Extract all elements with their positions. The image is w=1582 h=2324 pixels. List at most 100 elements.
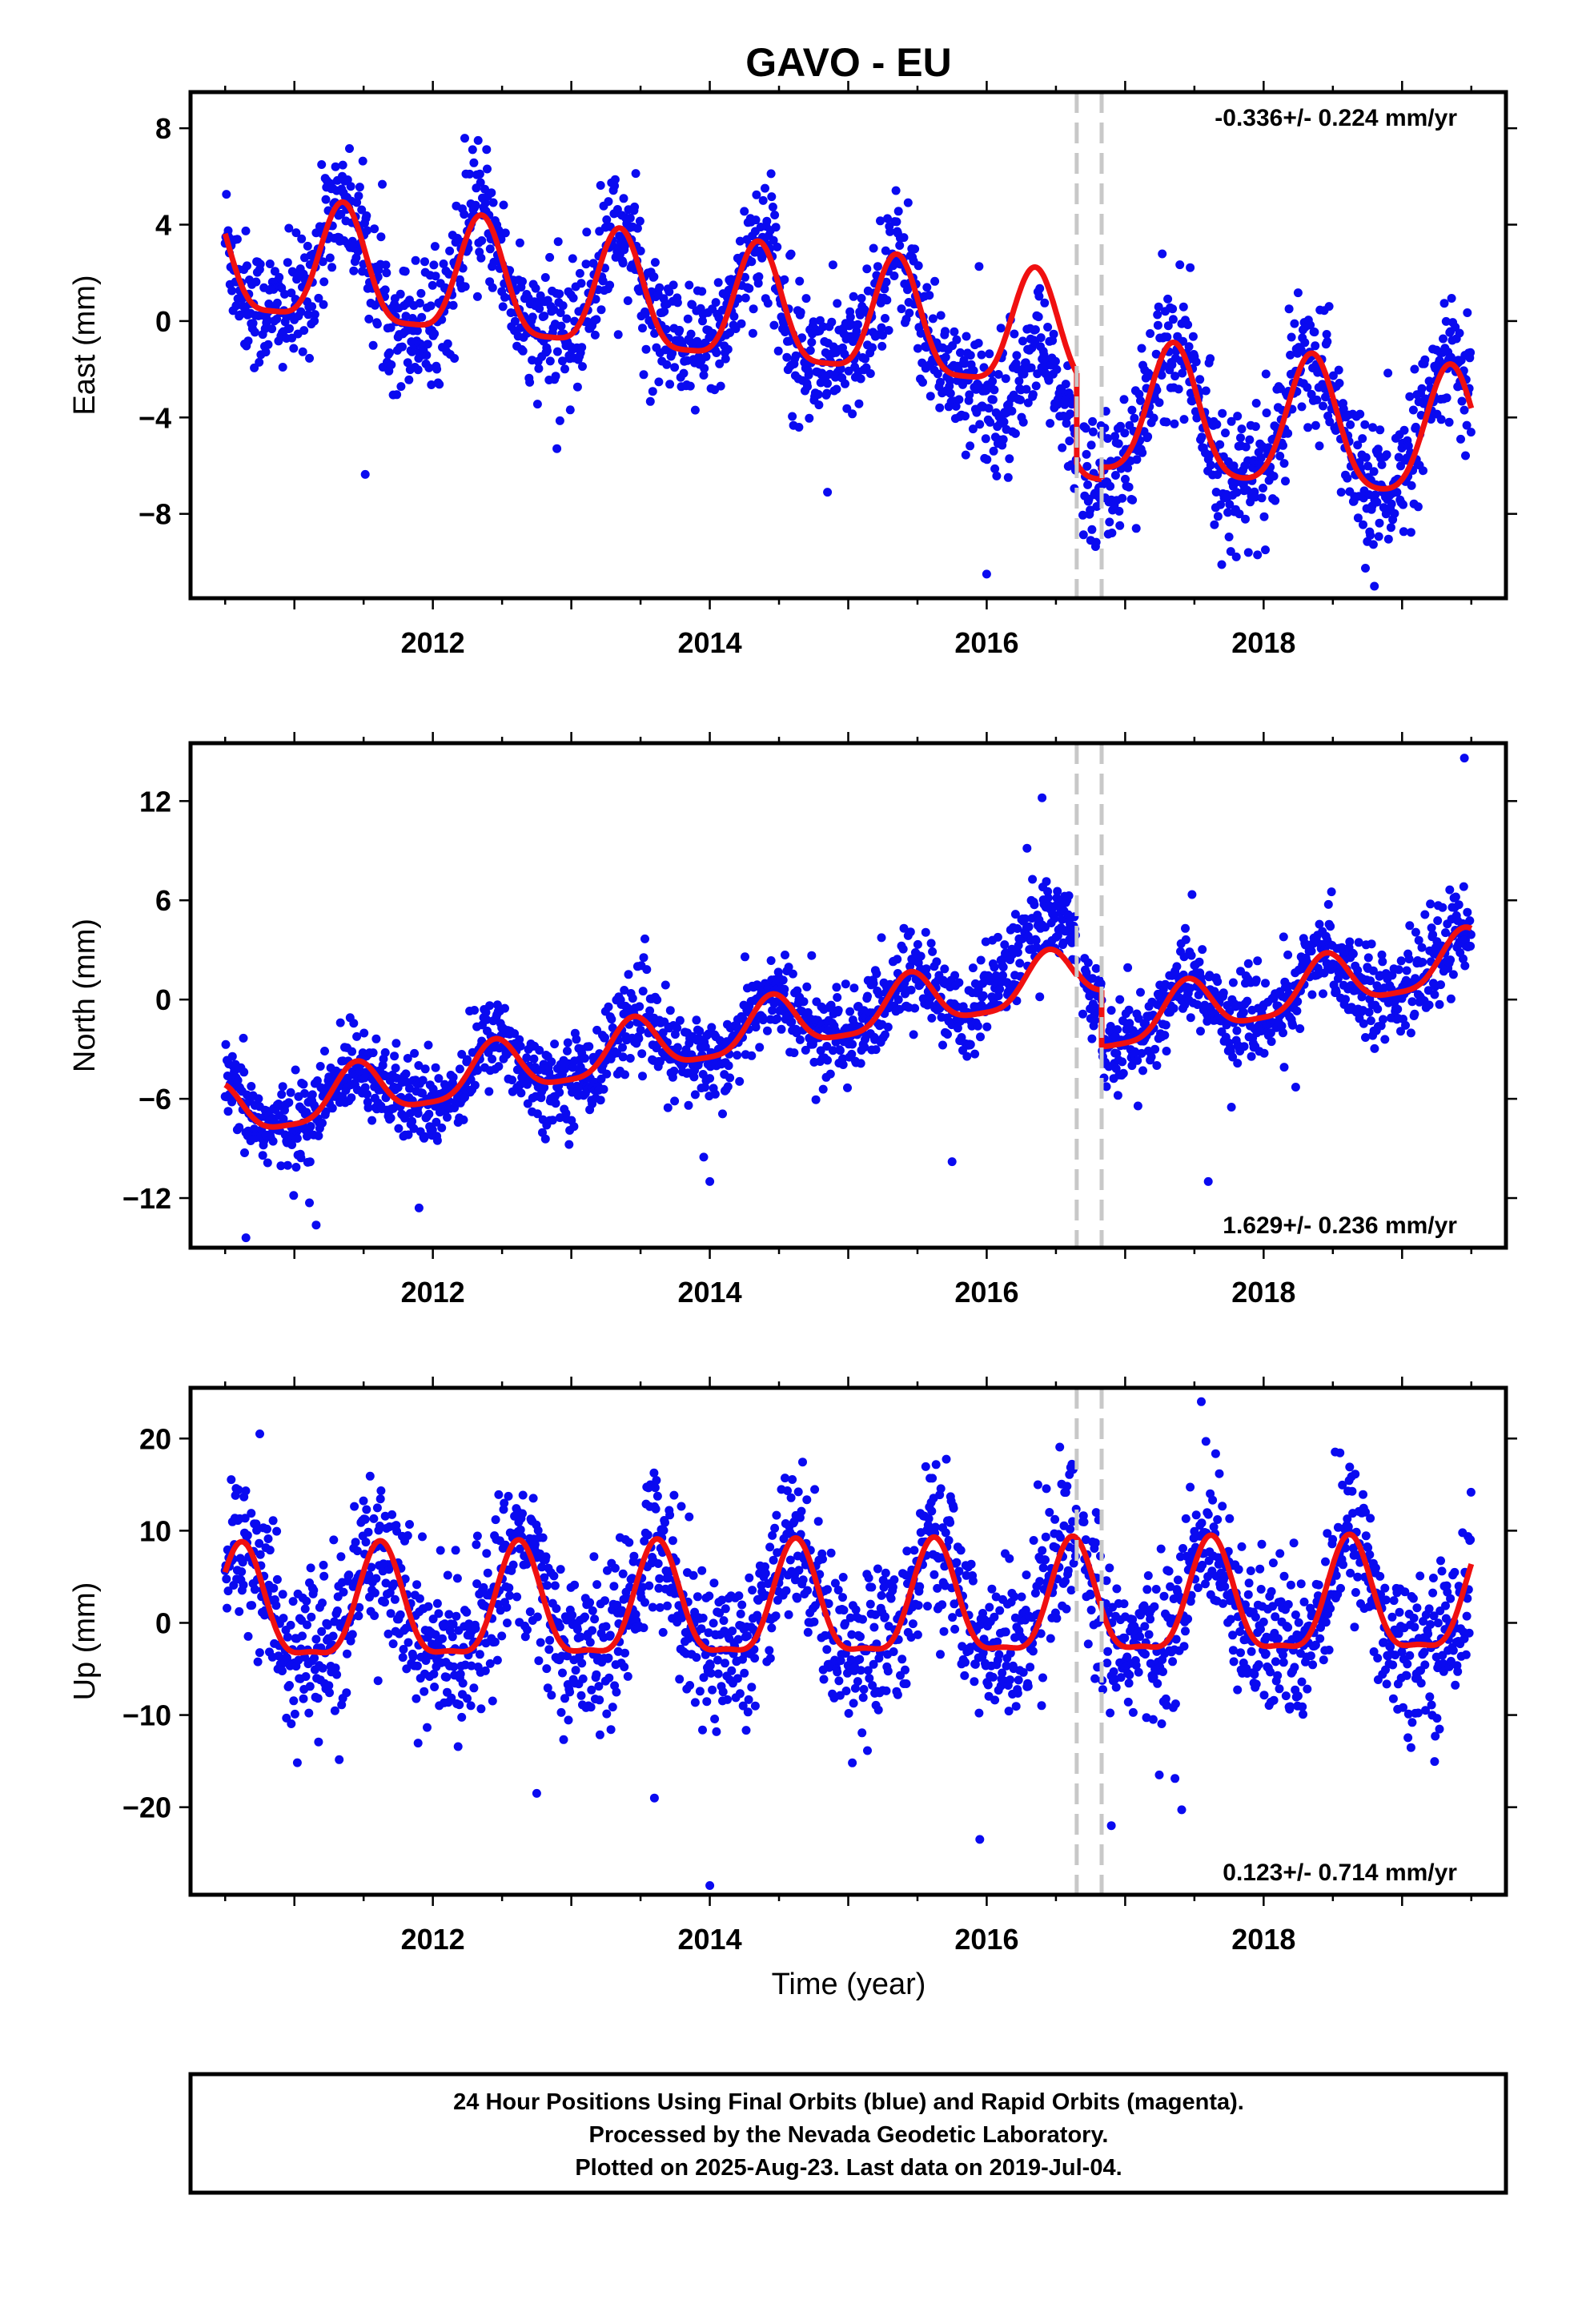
- data-point: [899, 923, 909, 933]
- data-point: [642, 965, 652, 975]
- data-point: [658, 1627, 668, 1637]
- data-point: [592, 1580, 602, 1590]
- data-point: [241, 226, 251, 235]
- data-point: [480, 1666, 490, 1675]
- data-point: [475, 1650, 484, 1659]
- data-point: [411, 255, 420, 265]
- data-point: [1233, 1059, 1243, 1068]
- data-point: [733, 1051, 742, 1060]
- data-point: [1167, 360, 1177, 369]
- data-point: [563, 1651, 572, 1661]
- data-point: [1152, 1061, 1162, 1070]
- data-point: [435, 380, 444, 389]
- data-point: [718, 1109, 727, 1119]
- data-point: [665, 380, 675, 389]
- data-point: [289, 1696, 299, 1706]
- data-point: [1396, 956, 1406, 966]
- data-point: [582, 227, 592, 237]
- data-point: [590, 330, 600, 340]
- data-point: [367, 1562, 376, 1572]
- data-point: [1321, 392, 1330, 402]
- data-point: [799, 997, 809, 1007]
- data-point: [1107, 529, 1117, 537]
- data-point: [1426, 899, 1435, 909]
- data-point: [403, 1531, 412, 1540]
- data-point: [1361, 564, 1370, 573]
- data-point: [291, 1163, 301, 1172]
- data-point: [1175, 260, 1185, 270]
- data-point: [1010, 329, 1019, 339]
- data-point: [302, 1108, 311, 1117]
- data-point: [278, 1590, 287, 1599]
- data-point: [1241, 514, 1250, 524]
- data-point: [483, 164, 492, 174]
- data-point: [631, 1610, 640, 1619]
- data-point: [1353, 440, 1363, 450]
- data-point: [933, 369, 942, 379]
- data-point: [421, 1656, 431, 1665]
- data-point: [1211, 488, 1221, 497]
- data-point: [376, 232, 386, 242]
- data-point: [417, 312, 427, 322]
- data-point: [389, 1579, 399, 1589]
- data-point: [994, 991, 1003, 1000]
- data-point: [745, 283, 754, 293]
- data-point: [985, 349, 994, 359]
- data-point: [1016, 395, 1025, 404]
- data-point: [755, 1043, 765, 1052]
- data-point: [1307, 947, 1316, 956]
- data-point: [723, 1082, 733, 1092]
- data-point: [845, 312, 855, 322]
- data-point: [1271, 496, 1280, 505]
- data-point: [961, 450, 970, 460]
- data-point: [1014, 376, 1024, 386]
- data-point: [413, 365, 423, 375]
- data-point: [823, 379, 832, 388]
- data-point: [1086, 440, 1096, 450]
- data-point: [476, 178, 485, 187]
- data-point: [679, 368, 689, 378]
- data-point: [499, 200, 508, 210]
- data-point: [977, 350, 986, 360]
- data-point: [620, 1663, 629, 1671]
- data-point: [893, 207, 903, 216]
- data-point: [1213, 977, 1223, 987]
- outlier-point: [705, 1176, 715, 1186]
- data-point: [432, 1117, 441, 1127]
- data-point: [1065, 436, 1074, 446]
- data-point: [1293, 288, 1303, 298]
- data-point: [838, 1060, 848, 1069]
- data-point: [1133, 1101, 1142, 1111]
- data-point: [592, 1670, 601, 1679]
- data-point: [292, 1134, 302, 1143]
- data-point: [555, 289, 564, 299]
- data-point: [1277, 1021, 1287, 1031]
- data-point: [729, 312, 739, 321]
- data-point: [1383, 368, 1393, 378]
- data-point: [814, 400, 824, 410]
- data-point: [543, 1581, 552, 1590]
- data-point: [372, 1503, 382, 1513]
- data-point: [283, 1632, 292, 1642]
- data-point: [1088, 974, 1098, 983]
- data-point: [966, 351, 975, 360]
- data-point: [1087, 525, 1097, 534]
- data-point: [1407, 997, 1417, 1007]
- data-point: [1034, 312, 1043, 322]
- data-point: [298, 1631, 307, 1641]
- data-point: [770, 211, 780, 219]
- data-point: [675, 1015, 685, 1025]
- data-point: [392, 390, 402, 400]
- data-point: [369, 1514, 379, 1523]
- data-point: [1259, 512, 1269, 521]
- data-point: [305, 353, 314, 363]
- data-point: [456, 1669, 465, 1679]
- data-point: [848, 1039, 857, 1049]
- data-point: [863, 991, 872, 1001]
- data-point: [530, 1540, 540, 1550]
- east-model-curve-2: [1098, 340, 1475, 492]
- data-point: [862, 264, 872, 274]
- data-point: [1466, 428, 1476, 437]
- data-point: [1382, 450, 1391, 460]
- data-point: [701, 352, 711, 361]
